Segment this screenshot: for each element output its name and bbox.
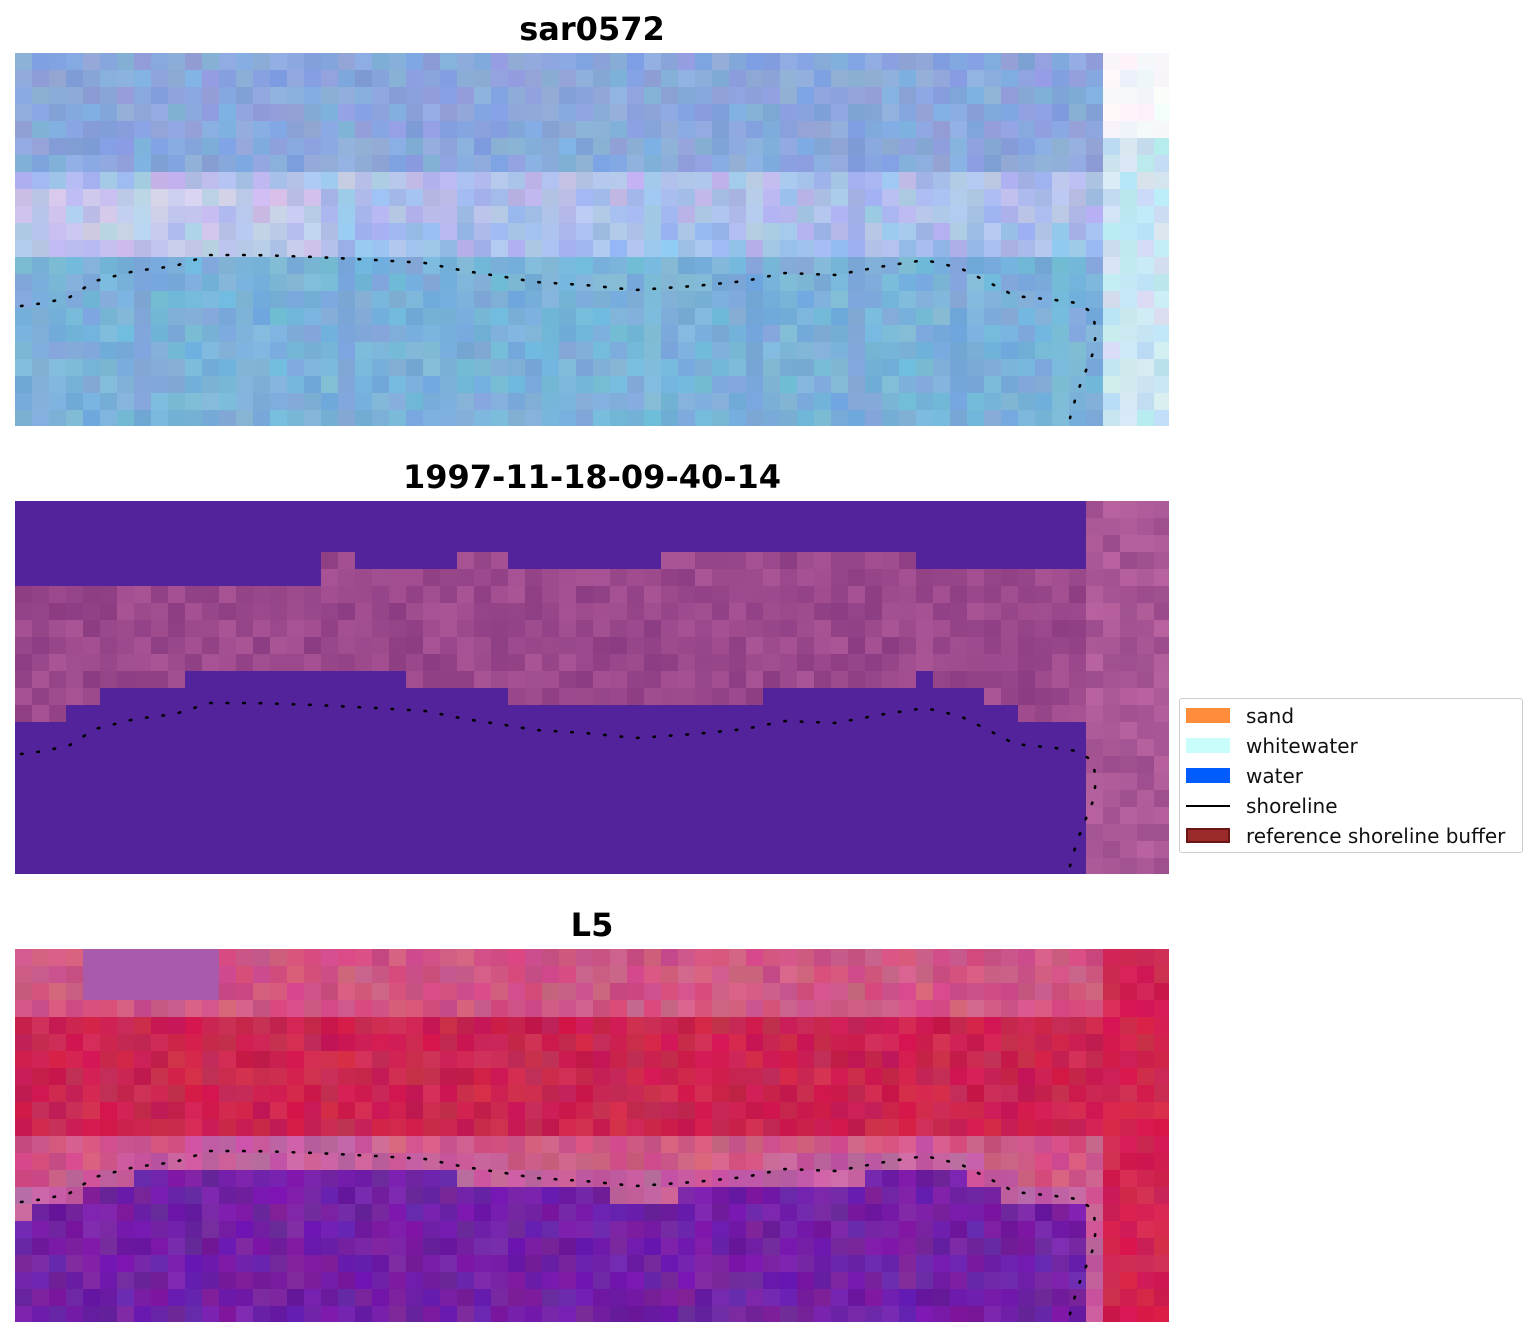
shoreline-line-icon — [1186, 805, 1230, 807]
whitewater-swatch-icon — [1186, 738, 1230, 753]
shoreline-dots — [19, 701, 1098, 868]
legend-label: sand — [1246, 704, 1295, 728]
panel-image-2 — [15, 501, 1169, 874]
sand-swatch-icon — [1186, 708, 1230, 723]
water-swatch-icon — [1186, 768, 1230, 783]
panel-image-1 — [15, 53, 1169, 426]
legend-item-reference-buffer: reference shoreline buffer — [1186, 824, 1522, 849]
legend-label: water — [1246, 764, 1303, 788]
panel-title-2: 1997-11-18-09-40-14 — [402, 458, 782, 496]
legend: sand whitewater water shoreline referenc… — [1179, 698, 1523, 853]
legend-item-water: water — [1186, 764, 1522, 789]
legend-item-sand: sand — [1186, 704, 1522, 729]
classified-image — [15, 501, 1169, 874]
sar-image — [15, 53, 1169, 426]
legend-label: reference shoreline buffer — [1246, 824, 1506, 848]
legend-item-shoreline: shoreline — [1186, 794, 1522, 819]
legend-label: whitewater — [1246, 734, 1358, 758]
panel-title-3: L5 — [570, 906, 614, 944]
shoreline-dots — [19, 253, 1098, 420]
buffer-swatch-icon — [1186, 828, 1230, 843]
legend-item-whitewater: whitewater — [1186, 734, 1522, 759]
index-image — [15, 949, 1169, 1322]
panel-image-3 — [15, 949, 1169, 1322]
shoreline-dots — [19, 1149, 1098, 1316]
legend-label: shoreline — [1246, 794, 1338, 818]
panel-title-1: sar0572 — [519, 10, 665, 48]
